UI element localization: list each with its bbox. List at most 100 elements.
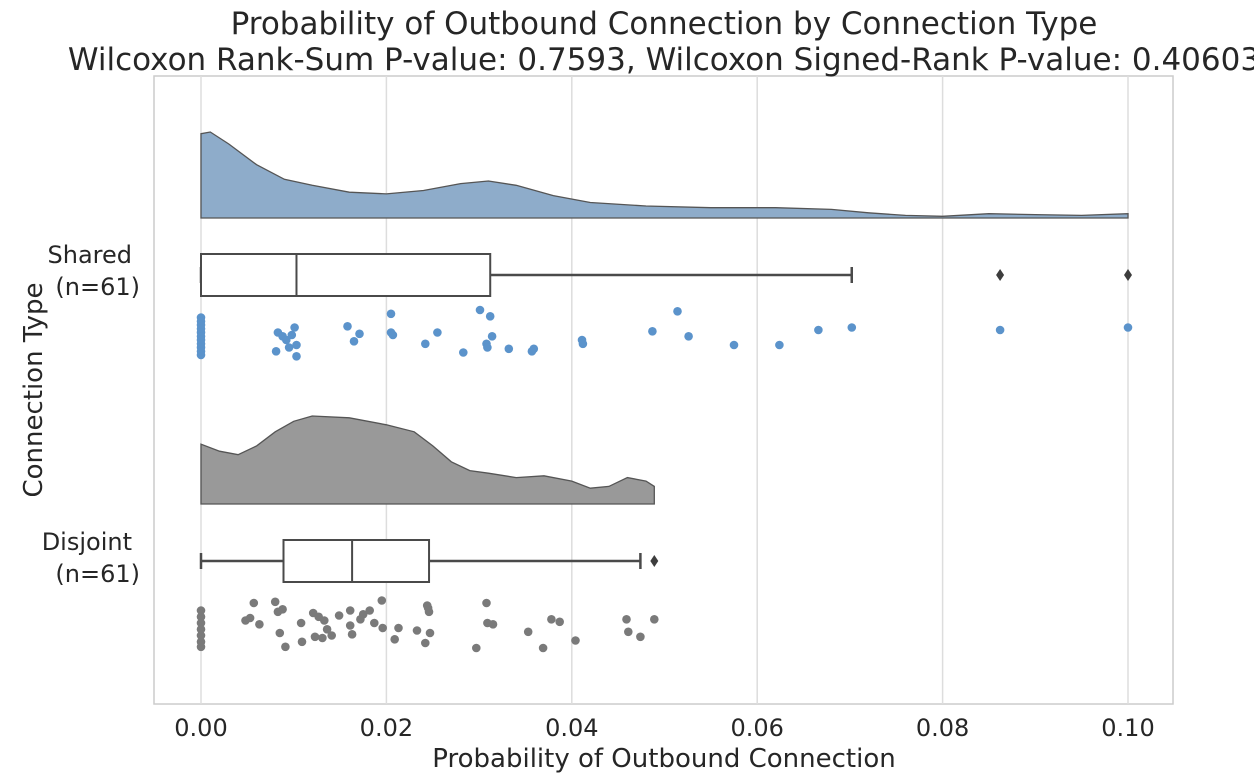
data-point <box>196 631 206 640</box>
x-tick-label: 0.02 <box>360 714 413 742</box>
group-disjoint <box>196 415 659 653</box>
data-point <box>459 348 468 357</box>
data-point <box>485 312 495 321</box>
data-point <box>347 630 357 639</box>
x-tick-labels: 0.00 0.02 0.04 0.06 0.08 0.10 <box>174 714 1154 742</box>
data-point <box>814 325 823 335</box>
data-point <box>249 598 259 608</box>
data-point <box>358 610 368 619</box>
data-point <box>284 343 294 352</box>
data-point <box>504 344 514 354</box>
y-tick-labels: Shared (n=61) Disjoint (n=61) <box>42 241 140 588</box>
plot-area <box>153 75 1174 705</box>
data-point <box>196 612 206 622</box>
y-tick-count-disjoint: (n=61) <box>55 560 140 588</box>
data-point <box>673 307 682 316</box>
data-point <box>297 637 307 647</box>
data-point <box>394 623 403 633</box>
outlier-marker <box>1124 269 1132 281</box>
data-point <box>327 631 337 640</box>
data-point <box>482 598 491 608</box>
grid <box>200 76 1129 704</box>
data-point <box>281 642 290 652</box>
data-point <box>523 627 533 637</box>
data-point <box>421 339 430 349</box>
data-point <box>196 625 206 634</box>
data-point <box>650 615 659 624</box>
data-point <box>310 632 320 642</box>
density-cloud <box>200 415 655 505</box>
data-point <box>648 327 657 336</box>
x-tick-label: 0.04 <box>545 714 598 742</box>
data-point <box>472 643 481 653</box>
data-point <box>729 340 739 350</box>
data-point <box>388 330 398 340</box>
data-point <box>433 328 442 337</box>
data-point <box>377 596 387 605</box>
data-point <box>292 340 301 350</box>
data-point <box>547 615 556 624</box>
data-point <box>255 620 264 629</box>
data-point <box>349 337 359 346</box>
data-point <box>278 605 287 614</box>
x-axis-label: Probability of Outbound Connection <box>432 744 895 774</box>
data-point <box>483 343 492 352</box>
data-point <box>320 616 329 625</box>
data-point <box>378 623 388 633</box>
x-tick-label: 0.10 <box>1101 714 1154 742</box>
data-point <box>345 606 355 615</box>
density-cloud <box>200 131 1129 219</box>
data-point <box>421 638 430 648</box>
data-point <box>271 347 281 356</box>
chart-title-line2: Wilcoxon Rank-Sum P-value: 0.7593, Wilco… <box>68 42 1254 78</box>
data-point <box>571 636 580 645</box>
outlier-marker <box>996 269 1005 281</box>
data-point <box>538 643 548 653</box>
y-tick-label-disjoint: Disjoint <box>42 528 132 556</box>
box-iqr <box>282 539 431 583</box>
data-point <box>355 329 364 339</box>
data-point <box>245 613 255 623</box>
data-point <box>343 322 352 331</box>
data-point <box>292 352 301 361</box>
data-point <box>555 617 564 627</box>
x-tick-label: 0.08 <box>916 714 969 742</box>
data-point <box>282 335 291 345</box>
data-point <box>196 618 206 628</box>
y-axis-label: Connection Type <box>19 282 49 497</box>
y-tick-label-shared: Shared <box>48 241 133 269</box>
data-point <box>995 325 1005 335</box>
data-point <box>322 625 332 634</box>
data-point <box>636 632 645 642</box>
data-point <box>578 339 588 349</box>
data-point <box>296 618 306 628</box>
data-point <box>275 628 285 638</box>
data-point <box>196 606 206 615</box>
data-point <box>196 350 206 360</box>
data-point <box>345 621 355 630</box>
data-point <box>847 323 857 332</box>
x-tick-label: 0.06 <box>730 714 783 742</box>
data-point <box>270 597 280 607</box>
data-point <box>775 340 784 350</box>
data-point <box>386 309 396 319</box>
data-point <box>1123 323 1133 332</box>
chart-title-line1: Probability of Outbound Connection by Co… <box>231 6 1098 42</box>
y-tick-count-shared: (n=61) <box>55 273 140 301</box>
data-point <box>412 626 422 635</box>
group-shared <box>196 131 1133 361</box>
data-point <box>475 305 485 315</box>
box-iqr <box>200 253 492 297</box>
data-point <box>290 323 299 332</box>
data-point <box>529 344 539 354</box>
x-tick-label: 0.00 <box>174 714 227 742</box>
data-point <box>624 627 633 637</box>
chart-marks <box>196 131 1133 653</box>
data-point <box>196 642 206 652</box>
data-point <box>318 633 327 643</box>
data-point <box>622 615 631 624</box>
data-point <box>334 611 344 620</box>
outlier-marker <box>650 555 659 567</box>
data-point <box>684 332 693 341</box>
